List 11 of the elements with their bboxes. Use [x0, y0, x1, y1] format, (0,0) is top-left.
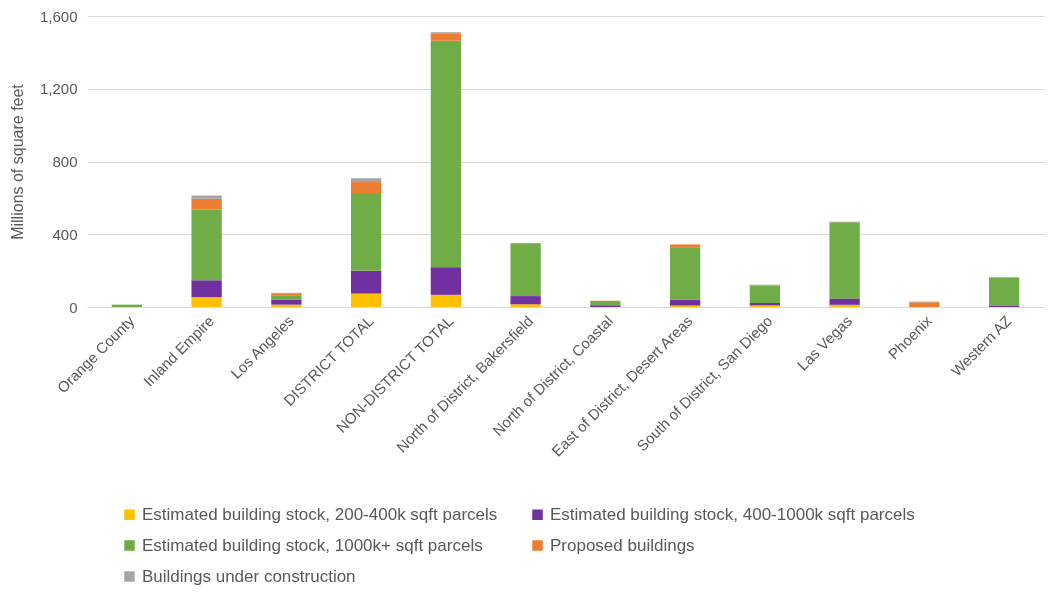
y-tick-label: 400 [52, 225, 78, 243]
legend-label: Estimated building stock, 1000k+ sqft parcels [142, 535, 483, 555]
legend-label: Proposed buildings [550, 535, 695, 555]
y-tick-label: 1,600 [39, 7, 78, 25]
y-axis-title: Millions of square feet [8, 83, 26, 240]
y-tick-label: 800 [52, 153, 78, 170]
legend-label: Estimated building stock, 400-1000k sqft parcels [550, 504, 915, 524]
y-tick-label: 0 [69, 298, 78, 316]
y-tick-label: 1,200 [39, 80, 78, 98]
legend-label: Buildings under construction [142, 566, 356, 586]
legend-label: Estimated building stock, 200-400k sqft parcels [142, 504, 498, 524]
